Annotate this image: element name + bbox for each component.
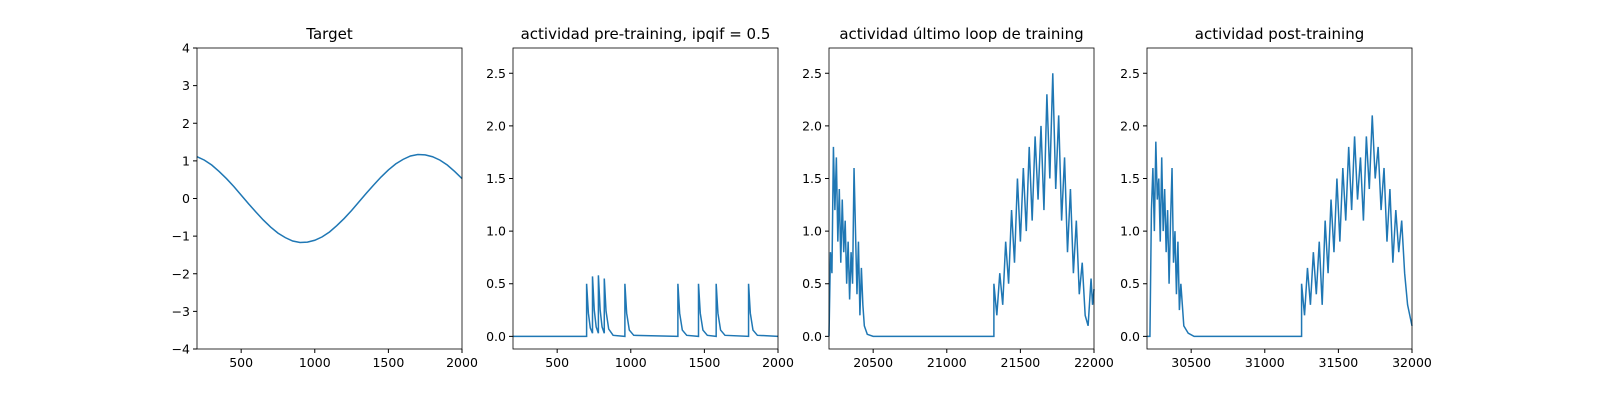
- y-tick-label: −4: [172, 342, 190, 357]
- x-tick-label: 2000: [762, 355, 794, 370]
- panel-title: actividad post-training: [1195, 25, 1364, 43]
- y-tick-label: 1.5: [802, 171, 822, 186]
- y-tick-label: 4: [182, 41, 190, 56]
- y-tick-label: −3: [172, 304, 190, 319]
- x-tick-label: 22000: [1074, 355, 1114, 370]
- axes-frame: [828, 47, 1095, 350]
- x-tick-label: 1000: [615, 355, 647, 370]
- y-tick-label: 0.5: [802, 276, 822, 291]
- axes-frame: [196, 47, 463, 350]
- axes-frame: [512, 47, 779, 350]
- panel-title: Target: [305, 25, 353, 43]
- y-tick-label: 0.5: [1120, 276, 1140, 291]
- panel-title: actividad pre-training, ipqif = 0.5: [521, 25, 771, 43]
- y-tick-label: 0.0: [486, 329, 506, 344]
- y-tick-label: 2.5: [802, 66, 822, 81]
- x-tick-label: 31000: [1245, 355, 1285, 370]
- x-tick-label: 500: [229, 355, 253, 370]
- x-tick-label: 31500: [1319, 355, 1359, 370]
- y-tick-label: 1.0: [486, 224, 506, 239]
- y-tick-label: −1: [172, 229, 190, 244]
- y-tick-label: 2.5: [486, 66, 506, 81]
- x-tick-label: 32000: [1392, 355, 1432, 370]
- line-series: [828, 73, 1095, 338]
- y-tick-label: 0.0: [802, 329, 822, 344]
- y-tick-label: 1.5: [1120, 171, 1140, 186]
- axes-frame: [1146, 47, 1413, 350]
- y-tick-label: 2.0: [802, 118, 822, 133]
- x-tick-label: 500: [545, 355, 569, 370]
- y-tick-label: 2.0: [486, 118, 506, 133]
- x-tick-label: 20500: [853, 355, 893, 370]
- y-tick-label: 1.0: [802, 224, 822, 239]
- y-tick-label: 1: [182, 153, 190, 168]
- y-tick-label: 0: [182, 191, 190, 206]
- y-tick-label: 2: [182, 116, 190, 131]
- x-tick-label: 1500: [688, 355, 720, 370]
- panel-title: actividad último loop de training: [839, 25, 1083, 43]
- y-tick-label: 2.0: [1120, 118, 1140, 133]
- y-tick-label: 1.0: [1120, 224, 1140, 239]
- x-tick-label: 21000: [927, 355, 967, 370]
- x-tick-label: 1500: [372, 355, 404, 370]
- y-tick-label: 0.0: [1120, 329, 1140, 344]
- line-series: [196, 153, 463, 244]
- x-tick-label: 21500: [1001, 355, 1041, 370]
- y-tick-label: 0.5: [486, 276, 506, 291]
- x-tick-label: 2000: [446, 355, 478, 370]
- x-tick-label: 30500: [1171, 355, 1211, 370]
- x-tick-label: 1000: [299, 355, 331, 370]
- line-series: [513, 275, 779, 338]
- y-tick-label: −2: [172, 266, 190, 281]
- line-series: [1147, 115, 1413, 338]
- y-tick-label: 3: [182, 78, 190, 93]
- y-tick-label: 2.5: [1120, 66, 1140, 81]
- y-tick-label: 1.5: [486, 171, 506, 186]
